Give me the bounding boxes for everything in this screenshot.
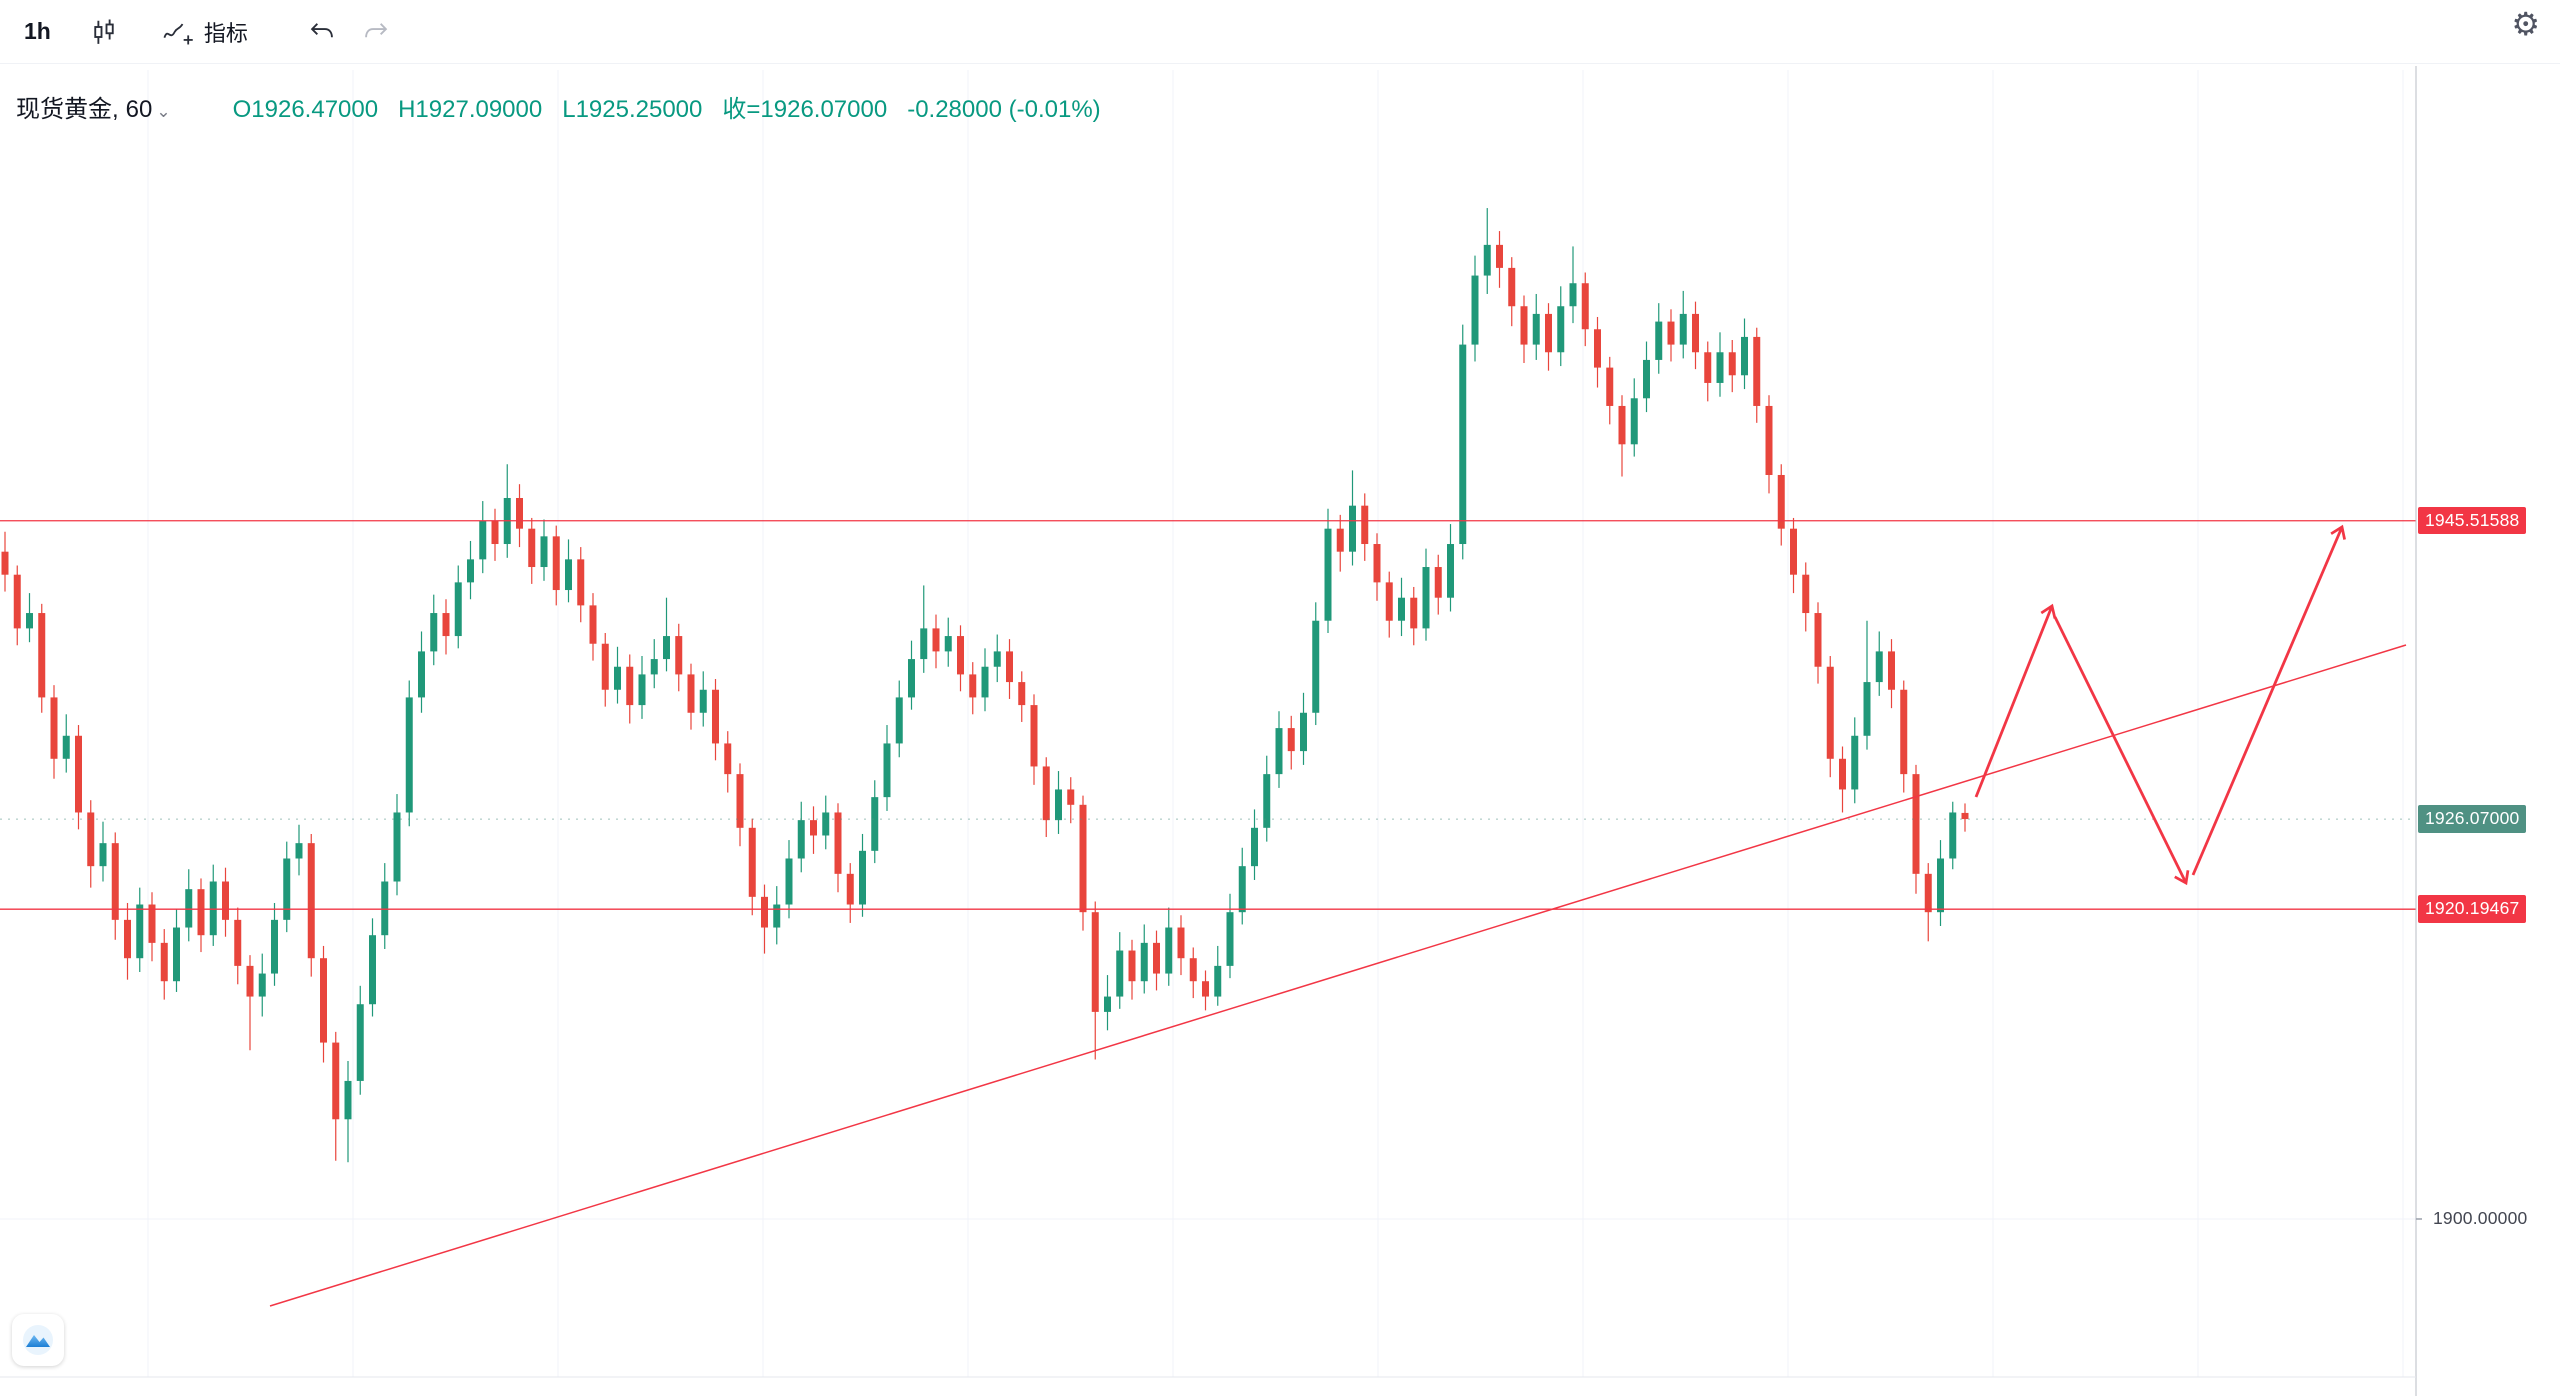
ohlc-values: O1926.47000 H1927.09000 L1925.25000 收=19… [233,96,1101,125]
interval-value[interactable]: 60 [125,96,153,123]
low-value: L1925.25000 [562,96,703,123]
undo-button[interactable] [298,12,346,52]
candle-style-icon [94,19,114,44]
undo-icon [310,22,333,37]
level-price-label: 1920.19467 [2418,895,2527,923]
gear-icon: ⚙ [2511,6,2540,42]
mountain-logo-icon [23,1325,53,1355]
candle-style-button[interactable] [79,11,129,53]
chart-legend: 现货黄金, 60 ⌄ O1926.47000 H1927.09000 L1925… [16,96,1101,125]
level-price-label: 1945.51588 [2418,506,2527,535]
open-value: O1926.47000 [232,96,379,123]
change-value: -0.28000 (-0.01%) [907,96,1101,123]
indicators-label: 指标 [203,20,248,46]
interval-button[interactable]: 1h [14,12,61,51]
current-price-label: 1926.07000 [2418,805,2527,833]
redo-button[interactable] [352,12,400,52]
time-axis[interactable] [0,1378,2416,1396]
indicators-icon [163,23,193,44]
axis-price-label: 1900.00000 [2433,1207,2528,1228]
price-axis[interactable]: 1945.51588 1926.07000 1920.19467 1900.00000 [2417,0,2560,1396]
symbol-title[interactable]: 现货黄金, [16,96,119,123]
indicators-button[interactable]: 指标 [151,10,258,54]
settings-button[interactable]: ⚙ [2505,7,2546,41]
chart-logo[interactable] [12,1314,64,1366]
close-value: 收=1926.07000 [722,96,888,123]
top-toolbar: 1h 指标 ⚙ [0,0,2560,64]
high-value: H1927.09000 [398,96,543,123]
redo-icon [365,22,388,37]
chevron-down-icon[interactable]: ⌄ [156,102,171,122]
